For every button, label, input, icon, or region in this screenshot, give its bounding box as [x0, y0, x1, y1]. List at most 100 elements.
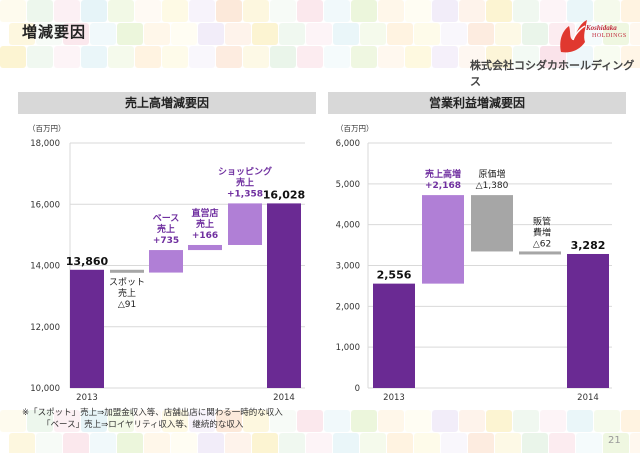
total-value-label: 2,556 [377, 269, 412, 282]
decor-tile [513, 410, 539, 432]
decor-tile [621, 0, 640, 22]
decor-tile [594, 0, 620, 22]
note-base: 「ベース」売上⇒ロイヤリティ収入等、継続的な収入 [42, 420, 244, 430]
decor-tile [495, 433, 521, 453]
x-category-label: 2014 [577, 393, 599, 403]
decor-tile [135, 46, 161, 68]
decor-tile [27, 0, 53, 22]
decor-tile [486, 0, 512, 22]
change-label: +1,358 [227, 189, 263, 199]
decor-tile [522, 433, 548, 453]
change-label: 売上 [236, 176, 254, 188]
decor-tile [270, 0, 296, 22]
decor-tile [378, 0, 404, 22]
decor-tile [333, 23, 359, 45]
decor-tile [117, 433, 143, 453]
decor-tile [252, 433, 278, 453]
decor-tile [189, 0, 215, 22]
total-bar [373, 283, 415, 388]
decor-tile [54, 46, 80, 68]
change-label: 原価増 [478, 168, 505, 180]
decor-tile [36, 23, 62, 45]
decor-tile [351, 410, 377, 432]
decor-tile [333, 433, 359, 453]
koshidaka-logo [560, 20, 587, 53]
decor-tile [117, 23, 143, 45]
decor-tile [432, 410, 458, 432]
y-tick-label: 2,000 [336, 302, 360, 312]
decor-tile [0, 46, 26, 68]
x-category-label: 2014 [273, 393, 295, 403]
y-tick-label: 6,000 [336, 139, 360, 149]
decor-tile [54, 410, 80, 432]
decor-tile [144, 23, 170, 45]
decor-tile [135, 0, 161, 22]
total-value-label: 3,282 [571, 239, 606, 252]
y-axis-unit-label: （百万円） [336, 124, 374, 133]
decor-tile [243, 46, 269, 68]
decor-tile [279, 23, 305, 45]
y-tick-label: 14,000 [30, 262, 60, 272]
decor-tile [189, 410, 215, 432]
decor-tile [549, 433, 575, 453]
decor-tile [486, 410, 512, 432]
total-value-label: 13,860 [66, 255, 109, 268]
decor-tile [387, 433, 413, 453]
decor-tile [297, 0, 323, 22]
decor-tile [459, 0, 485, 22]
change-label: 費増 [533, 226, 551, 238]
decor-tile [360, 23, 386, 45]
decor-tile [567, 46, 593, 68]
decor-tile [324, 46, 350, 68]
decor-tile [378, 410, 404, 432]
decor-tile [54, 0, 80, 22]
decor-tile [216, 410, 242, 432]
decor-tile [189, 46, 215, 68]
decor-tile [279, 433, 305, 453]
decor-tile [144, 433, 170, 453]
change-label: 販管 [533, 215, 551, 227]
total-value-label: 16,028 [263, 188, 305, 201]
decor-tile [576, 433, 602, 453]
decor-tile [603, 23, 629, 45]
decor-tile [270, 410, 296, 432]
decor-tile [90, 23, 116, 45]
decor-tile [63, 23, 89, 45]
decor-tile [297, 410, 323, 432]
sales-chart-title: 売上高増減要因 [18, 92, 316, 114]
decor-tile [90, 433, 116, 453]
decor-tile [468, 433, 494, 453]
change-label: 売上 [196, 218, 214, 230]
decor-tile [513, 0, 539, 22]
increase-bar [422, 195, 464, 284]
decor-tile [162, 410, 188, 432]
decor-tile [432, 46, 458, 68]
decor-tile [198, 433, 224, 453]
total-bar [567, 253, 609, 388]
decor-tile [459, 46, 485, 68]
y-tick-label: 4,000 [336, 221, 360, 231]
change-label: △62 [533, 239, 551, 249]
decor-tile [351, 46, 377, 68]
decor-tile [108, 410, 134, 432]
y-tick-label: 10,000 [30, 384, 60, 394]
change-label: 売上 [118, 287, 136, 299]
y-tick-label: 12,000 [30, 323, 60, 333]
change-label: △1,380 [476, 181, 509, 191]
profit-chart-title: 営業利益増減要因 [328, 92, 626, 114]
decor-tile [621, 410, 640, 432]
decor-tile [9, 23, 35, 45]
decor-tile [108, 46, 134, 68]
decor-tile [0, 410, 26, 432]
decor-tile [405, 0, 431, 22]
page-number: 21 [608, 435, 621, 446]
cost-bar [471, 195, 513, 252]
decor-tile [414, 433, 440, 453]
decor-tile [540, 0, 566, 22]
decor-tile [603, 433, 629, 453]
increase-bar [149, 250, 183, 273]
change-label: 売上 [157, 223, 175, 235]
decor-tile [414, 23, 440, 45]
page-title: 増減要因 [22, 23, 87, 41]
